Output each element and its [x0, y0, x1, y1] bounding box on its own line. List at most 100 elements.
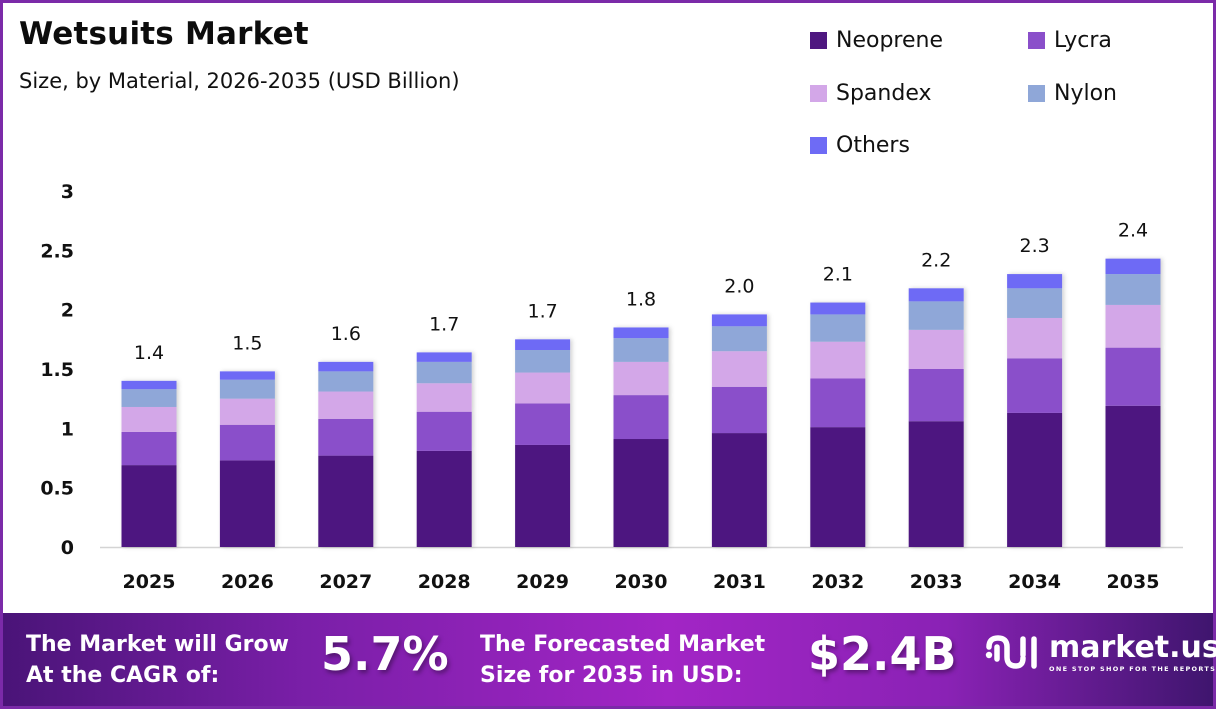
bar-segment-nylon-2028: [416, 361, 472, 384]
bar-segment-nylon-2030: [613, 338, 669, 362]
cagr-label-line2: At the CAGR of:: [26, 663, 220, 688]
bar-total-label: 1.6: [331, 323, 361, 345]
bar-segment-spandex-2027: [318, 391, 374, 419]
chart-title: Wetsuits Market: [19, 16, 309, 52]
legend-label: Lycra: [1054, 28, 1112, 53]
legend-swatch-neoprene: [810, 32, 827, 49]
cagr-label-line1: The Market will Grow: [26, 632, 289, 657]
bar-segment-others-2030: [613, 327, 669, 339]
forecast-label: The Forecasted Market Size for 2035 in U…: [480, 629, 765, 691]
logo-wordmark: market.us: [1049, 630, 1216, 665]
bar-segment-lycra-2034: [1007, 358, 1063, 413]
bar-segment-others-2028: [416, 352, 472, 362]
legend-item-spandex: Spandex: [810, 81, 932, 106]
bar-segment-nylon-2027: [318, 371, 374, 392]
bar-segment-others-2032: [810, 302, 866, 315]
bar-segment-neoprene-2026: [219, 460, 275, 547]
legend-swatch-spandex: [810, 85, 827, 102]
bar-segment-spandex-2035: [1105, 304, 1161, 348]
bar-stack-2032: [810, 302, 866, 547]
bar-total-label: 2.3: [1019, 235, 1049, 257]
bar-total-label: 1.8: [626, 288, 656, 310]
bar-segment-neoprene-2034: [1007, 412, 1063, 547]
bar-segment-neoprene-2030: [613, 439, 669, 547]
cagr-label: The Market will Grow At the CAGR of:: [26, 629, 289, 691]
legend-item-nylon: Nylon: [1028, 81, 1117, 106]
y-axis: 0 0.5 1 1.5 2 2.5 3: [40, 181, 74, 559]
bar-total-label: 2.0: [724, 275, 754, 297]
forecast-value: $2.4B: [808, 627, 957, 681]
bar-segment-others-2035: [1105, 258, 1161, 275]
bar-segment-neoprene-2027: [318, 455, 374, 547]
bar-segment-neoprene-2031: [711, 433, 767, 547]
x-tick-label: 2026: [221, 571, 274, 593]
summary-banner: The Market will Grow At the CAGR of: 5.7…: [3, 613, 1216, 706]
bar-segment-neoprene-2035: [1105, 405, 1161, 547]
bar-segment-neoprene-2033: [908, 421, 964, 547]
bar-segment-others-2026: [219, 371, 275, 380]
bar-total-label: 1.5: [232, 332, 262, 354]
bar-segment-lycra-2025: [121, 431, 177, 466]
y-tick-label: 2.5: [40, 240, 74, 262]
bar-total-label: 1.4: [134, 342, 164, 364]
legend-item-lycra: Lycra: [1028, 28, 1112, 53]
x-tick-label: 2032: [811, 571, 864, 593]
bar-total-label: 1.7: [527, 300, 557, 322]
bar-segment-others-2027: [318, 361, 374, 372]
bar-segment-lycra-2031: [711, 386, 767, 434]
x-tick-label: 2029: [516, 571, 569, 593]
x-tick-label: 2030: [615, 571, 668, 593]
y-tick-label: 1: [61, 418, 74, 440]
y-tick-label: 0: [61, 537, 74, 559]
bar-segment-spandex-2029: [515, 372, 571, 404]
legend-label: Spandex: [836, 81, 932, 106]
legend: Neoprene Lycra Spandex Nylon Others: [810, 28, 1210, 168]
bar-segment-lycra-2035: [1105, 347, 1161, 406]
bar-segment-nylon-2035: [1105, 274, 1161, 305]
x-axis: 2025 2026 2027 2028 2029 2030 2031 2032 2033 2034…: [123, 571, 1160, 593]
y-tick-label: 2: [61, 300, 74, 322]
bar-segment-others-2025: [121, 380, 177, 390]
forecast-label-line2: Size for 2035 in USD:: [480, 663, 743, 688]
bar-segment-spandex-2030: [613, 361, 669, 396]
bar-stack-2025: [121, 380, 177, 547]
bar-segment-others-2031: [711, 314, 767, 327]
bar-segment-nylon-2032: [810, 314, 866, 342]
bar-segment-neoprene-2029: [515, 444, 571, 547]
bar-segment-spandex-2026: [219, 398, 275, 425]
logo-tagline: ONE STOP SHOP FOR THE REPORTS: [1049, 665, 1216, 673]
bar-segment-lycra-2033: [908, 369, 964, 422]
x-tick-label: 2027: [319, 571, 372, 593]
bar-segment-others-2034: [1007, 274, 1063, 289]
bar-segment-lycra-2029: [515, 403, 571, 445]
bar-total-label: 2.2: [921, 249, 951, 271]
legend-item-others: Others: [810, 133, 910, 158]
y-tick-label: 3: [61, 181, 74, 203]
bar-segment-neoprene-2025: [121, 465, 177, 547]
forecast-label-line1: The Forecasted Market: [480, 632, 766, 657]
bar-stack-2029: [515, 339, 571, 547]
bar-stack-2030: [613, 327, 669, 547]
chart-subtitle: Size, by Material, 2026-2035 (USD Billio…: [19, 69, 460, 93]
legend-label: Neoprene: [836, 28, 943, 53]
bar-segment-spandex-2033: [908, 329, 964, 369]
bars: 1.4 1.5 1.6 1.7 1.7 1.8 2.0 2.1 2.2 2.3 2.4: [121, 220, 1161, 547]
bar-segment-nylon-2033: [908, 301, 964, 330]
y-tick-label: 0.5: [40, 478, 74, 500]
bar-segment-spandex-2028: [416, 383, 472, 412]
bar-segment-nylon-2025: [121, 389, 177, 407]
legend-label: Others: [836, 133, 910, 158]
bar-segment-spandex-2031: [711, 351, 767, 387]
y-tick-label: 1.5: [40, 359, 74, 381]
cagr-value: 5.7%: [321, 627, 449, 681]
bar-stack-2035: [1105, 258, 1161, 547]
bar-segment-neoprene-2028: [416, 450, 472, 547]
marketus-logo: market.us ONE STOP SHOP FOR THE REPORTS: [983, 633, 1216, 673]
bar-segment-others-2033: [908, 288, 964, 302]
legend-swatch-others: [810, 137, 827, 154]
legend-swatch-nylon: [1028, 85, 1045, 102]
bar-total-label: 1.7: [429, 313, 459, 335]
x-tick-label: 2034: [1008, 571, 1061, 593]
bar-segment-spandex-2025: [121, 406, 177, 432]
